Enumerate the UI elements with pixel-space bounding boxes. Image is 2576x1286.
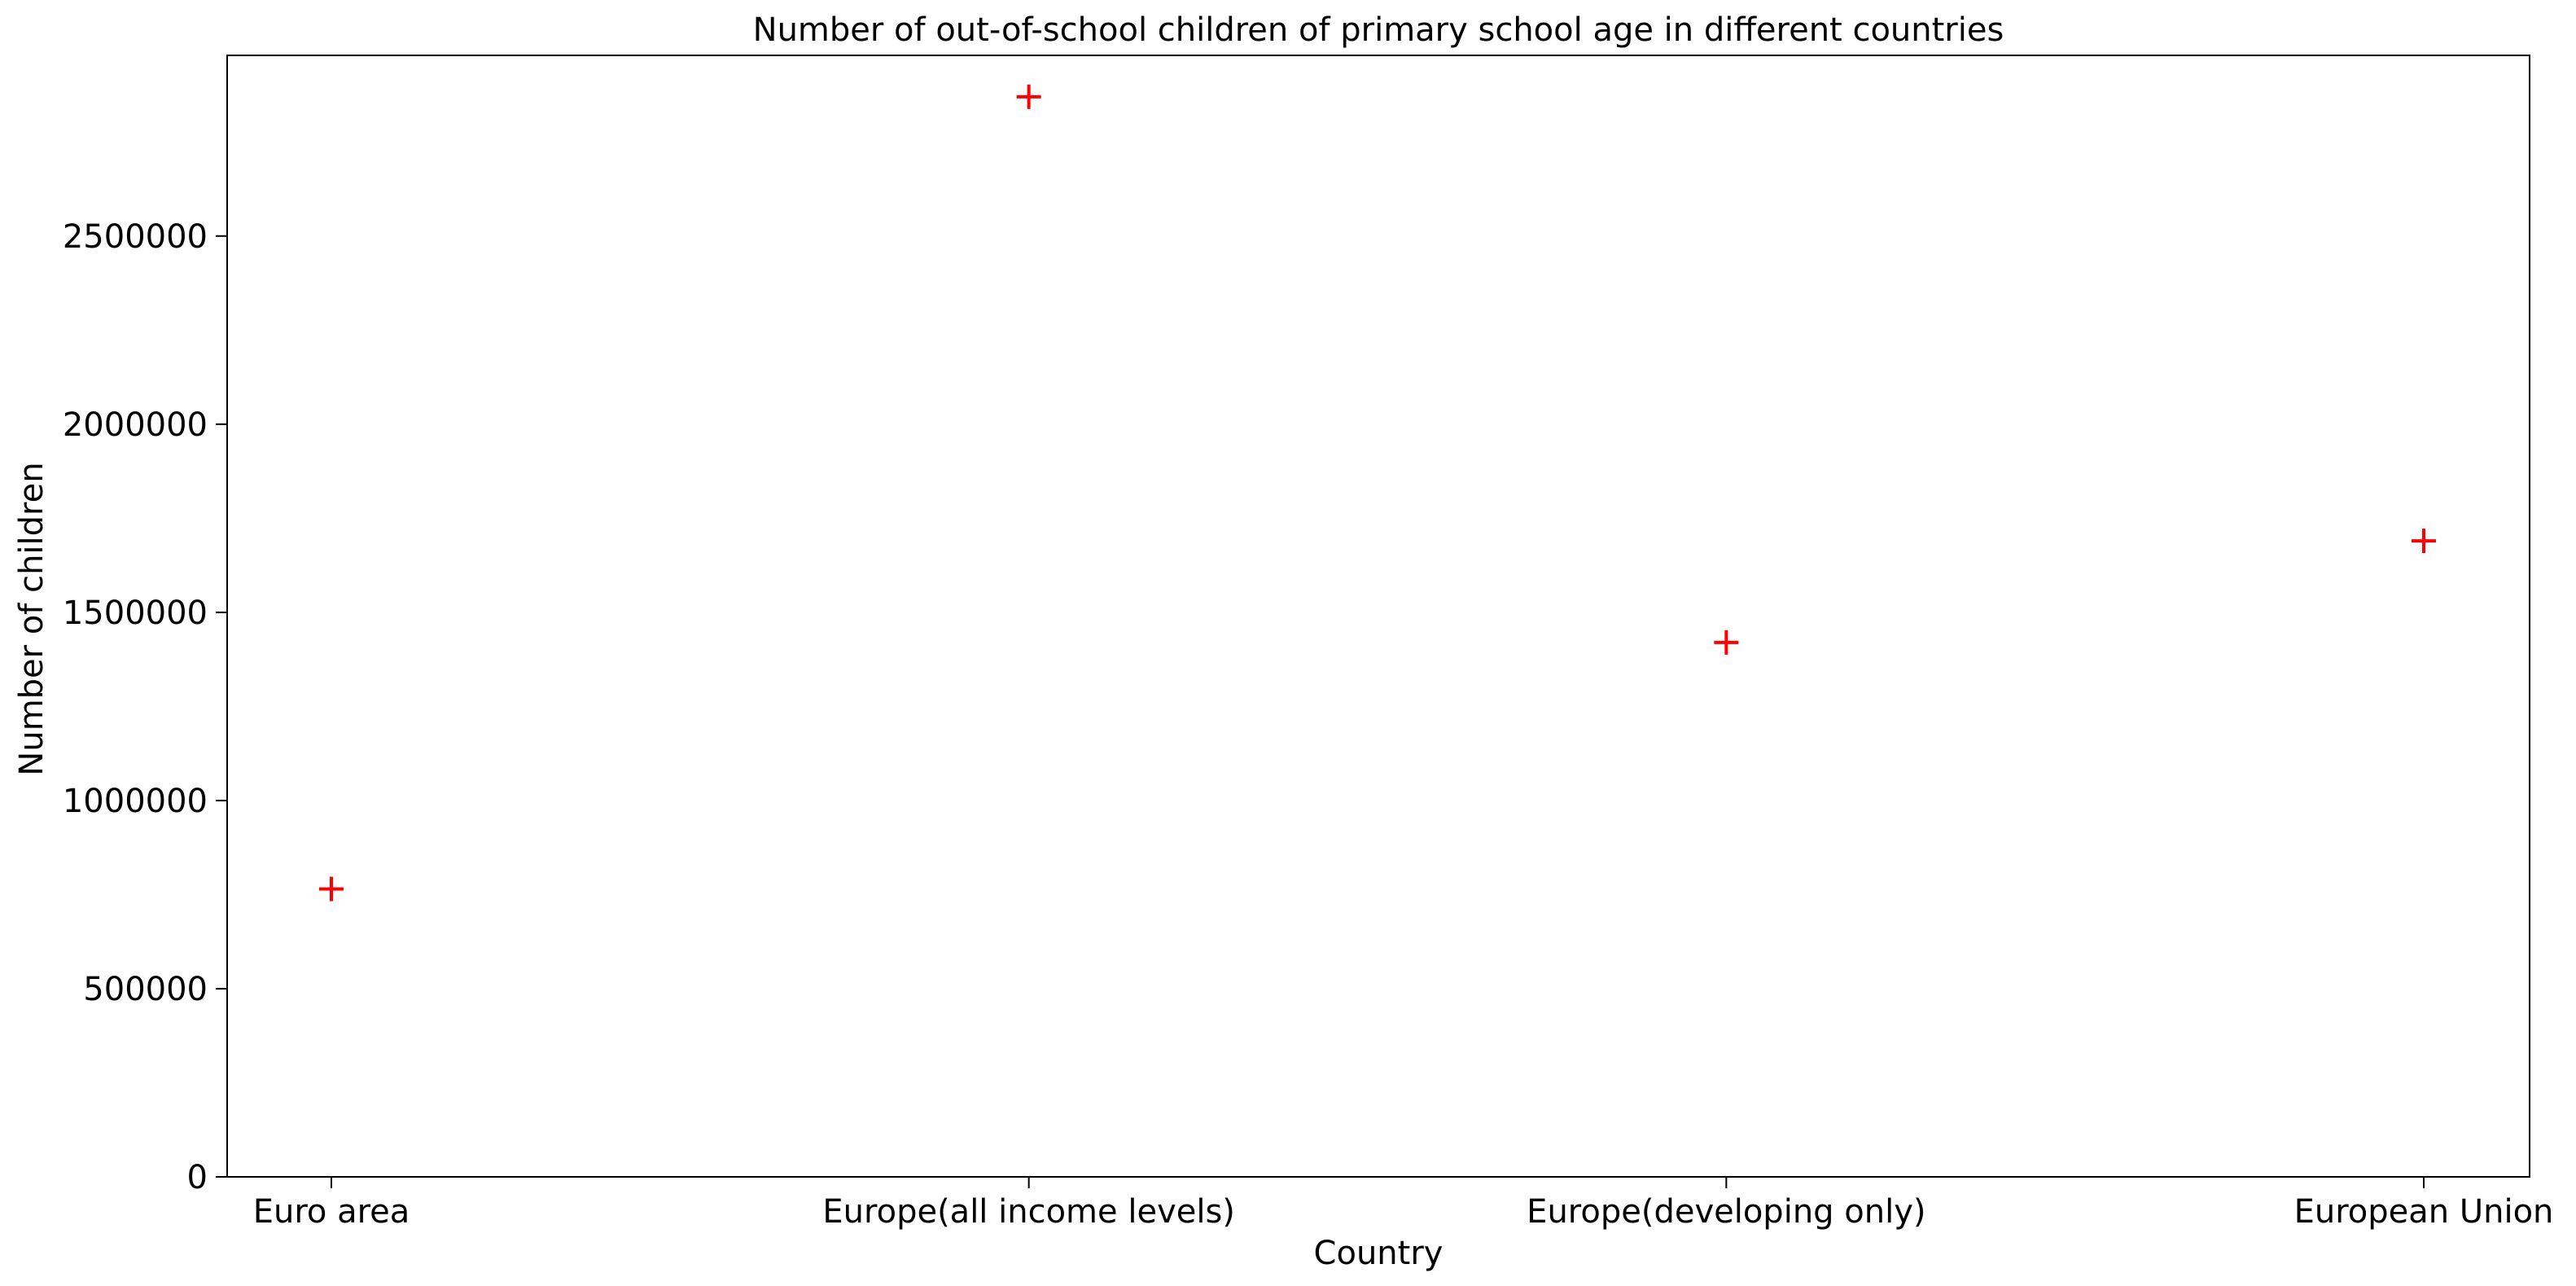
data-point	[1714, 630, 1739, 655]
data-points	[319, 84, 2436, 902]
y-tick-label: 2000000	[63, 406, 208, 444]
plot-frame	[226, 55, 2530, 1178]
y-axis-label: Number of children	[13, 462, 50, 775]
data-point	[319, 876, 344, 902]
y-tick-label: 1500000	[63, 595, 208, 632]
x-tick-label: Europe(developing only)	[1527, 1193, 1925, 1231]
y-tick-label: 2500000	[63, 218, 208, 256]
y-tick-label: 0	[187, 1159, 208, 1196]
y-axis-ticks: 0 500000 1000000 1500000 2000000 2500000	[63, 218, 227, 1196]
x-tick-label: Europe(all income levels)	[822, 1193, 1235, 1231]
y-tick-label: 1000000	[63, 783, 208, 820]
x-axis-ticks: Euro area Europe(all income levels) Europe…	[253, 1177, 2554, 1231]
data-point	[1016, 84, 1041, 109]
data-point	[2412, 529, 2436, 554]
x-axis-label: Country	[1314, 1235, 1444, 1272]
chart-title: Number of out-of-school children of prim…	[753, 11, 2004, 49]
y-tick-label: 500000	[83, 971, 208, 1008]
x-tick-label: Euro area	[253, 1193, 410, 1231]
plot-area	[226, 55, 2530, 1178]
x-tick-label: European Union	[2294, 1193, 2554, 1231]
